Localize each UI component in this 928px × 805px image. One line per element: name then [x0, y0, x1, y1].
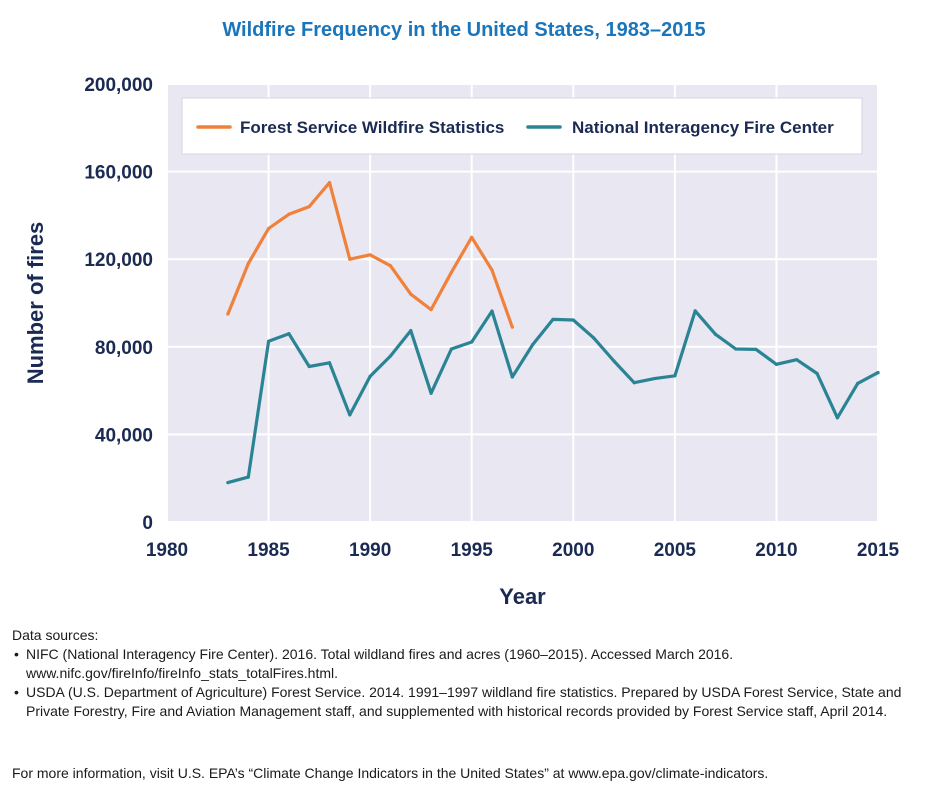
x-axis-title: Year — [499, 584, 546, 609]
y-tick-label: 120,000 — [84, 250, 153, 271]
series-0-point — [246, 261, 250, 266]
series-1-point — [327, 361, 332, 365]
data-sources-heading: Data sources: — [12, 627, 99, 643]
series-0-point — [409, 292, 413, 296]
series-1-point — [774, 362, 779, 366]
source-text: NIFC (National Interagency Fire Center).… — [26, 646, 734, 681]
y-axis-title: Number of fires — [23, 222, 48, 385]
y-tick-label: 80,000 — [95, 338, 153, 359]
series-0-point — [449, 270, 453, 274]
plot-area — [167, 84, 878, 522]
series-1-point — [713, 332, 718, 336]
x-tick-label: 1995 — [451, 540, 494, 561]
series-0-point — [287, 212, 291, 216]
series-1-point — [470, 340, 474, 344]
y-tick-label: 0 — [142, 513, 153, 534]
series-1-point — [266, 339, 271, 343]
series-0-point — [327, 180, 332, 185]
series-0-point — [348, 257, 352, 261]
series-0-point — [490, 268, 494, 272]
gridlines — [166, 83, 879, 523]
series-0-point — [388, 264, 393, 268]
source-item: • USDA (U.S. Department of Agriculture) … — [12, 683, 912, 721]
x-tick-label: 1985 — [247, 540, 290, 561]
series-1-point — [490, 309, 494, 313]
series-1-point — [652, 376, 657, 381]
series-1-point — [348, 413, 352, 417]
series-1-point — [592, 336, 596, 340]
series-1-point — [449, 347, 453, 351]
x-tick-label: 2010 — [755, 540, 797, 561]
series-1-point — [226, 480, 230, 485]
x-tick-label: 1990 — [349, 540, 391, 561]
y-tick-label: 40,000 — [95, 425, 153, 446]
series-1-point — [510, 375, 514, 379]
legend-label: Forest Service Wildfire Statistics — [240, 118, 504, 137]
axis-ticks: 0 40,000 80,000 120,000 160,000 200,000 1980 19… — [84, 75, 899, 561]
series-0-point — [226, 312, 230, 316]
series-1-point — [754, 347, 758, 352]
chart-title: Wildfire Frequency in the United States,… — [222, 19, 706, 41]
series-1-point — [673, 374, 677, 378]
series-0-point — [470, 235, 474, 239]
data-sources: Data sources: • NIFC (National Interagen… — [12, 626, 912, 721]
series-0-point — [429, 307, 433, 312]
y-tick-label: 200,000 — [84, 75, 153, 96]
series-1-point — [835, 416, 839, 420]
series-1-point — [409, 328, 413, 333]
series-1-point — [734, 347, 738, 351]
series-0-point — [510, 325, 514, 329]
bullet-icon: • — [14, 684, 19, 700]
y-tick-label: 160,000 — [84, 163, 153, 184]
series-1-point — [632, 381, 636, 385]
series-1-point — [571, 318, 575, 322]
source-text: USDA (U.S. Department of Agriculture) Fo… — [26, 684, 902, 719]
series-0-point — [266, 226, 271, 231]
wildfire-line-chart: 0 40,000 80,000 120,000 160,000 200,000 1980 19… — [23, 75, 900, 609]
source-item: • NIFC (National Interagency Fire Center… — [12, 645, 912, 683]
series-1-point — [429, 391, 433, 395]
series-lines — [226, 180, 880, 485]
series-1-point — [612, 359, 616, 363]
series-0-point — [368, 253, 372, 257]
more-info-note: For more information, visit U.S. EPA’s “… — [12, 765, 769, 781]
legend-label: National Interagency Fire Center — [572, 118, 834, 137]
legend: Forest Service Wildfire Statistics Nation… — [181, 97, 863, 155]
series-1-point — [693, 309, 697, 313]
series-1-point — [531, 343, 535, 347]
series-1-point — [307, 364, 311, 369]
series-1-point — [856, 381, 860, 385]
series-1-point — [815, 371, 819, 376]
series-1-point — [795, 358, 799, 362]
x-tick-label: 2005 — [654, 540, 697, 561]
x-tick-label: 2015 — [857, 540, 900, 561]
series-1-point — [388, 354, 393, 358]
bullet-icon: • — [14, 646, 19, 662]
x-tick-label: 1980 — [146, 540, 188, 561]
series-0-point — [307, 205, 311, 209]
series-1-point — [876, 371, 880, 375]
series-1-point — [287, 332, 291, 336]
legend-box — [181, 97, 863, 155]
series-1-point — [551, 317, 555, 322]
series-1-point — [368, 374, 372, 378]
x-tick-label: 2000 — [552, 540, 594, 561]
series-1-point — [246, 475, 250, 479]
